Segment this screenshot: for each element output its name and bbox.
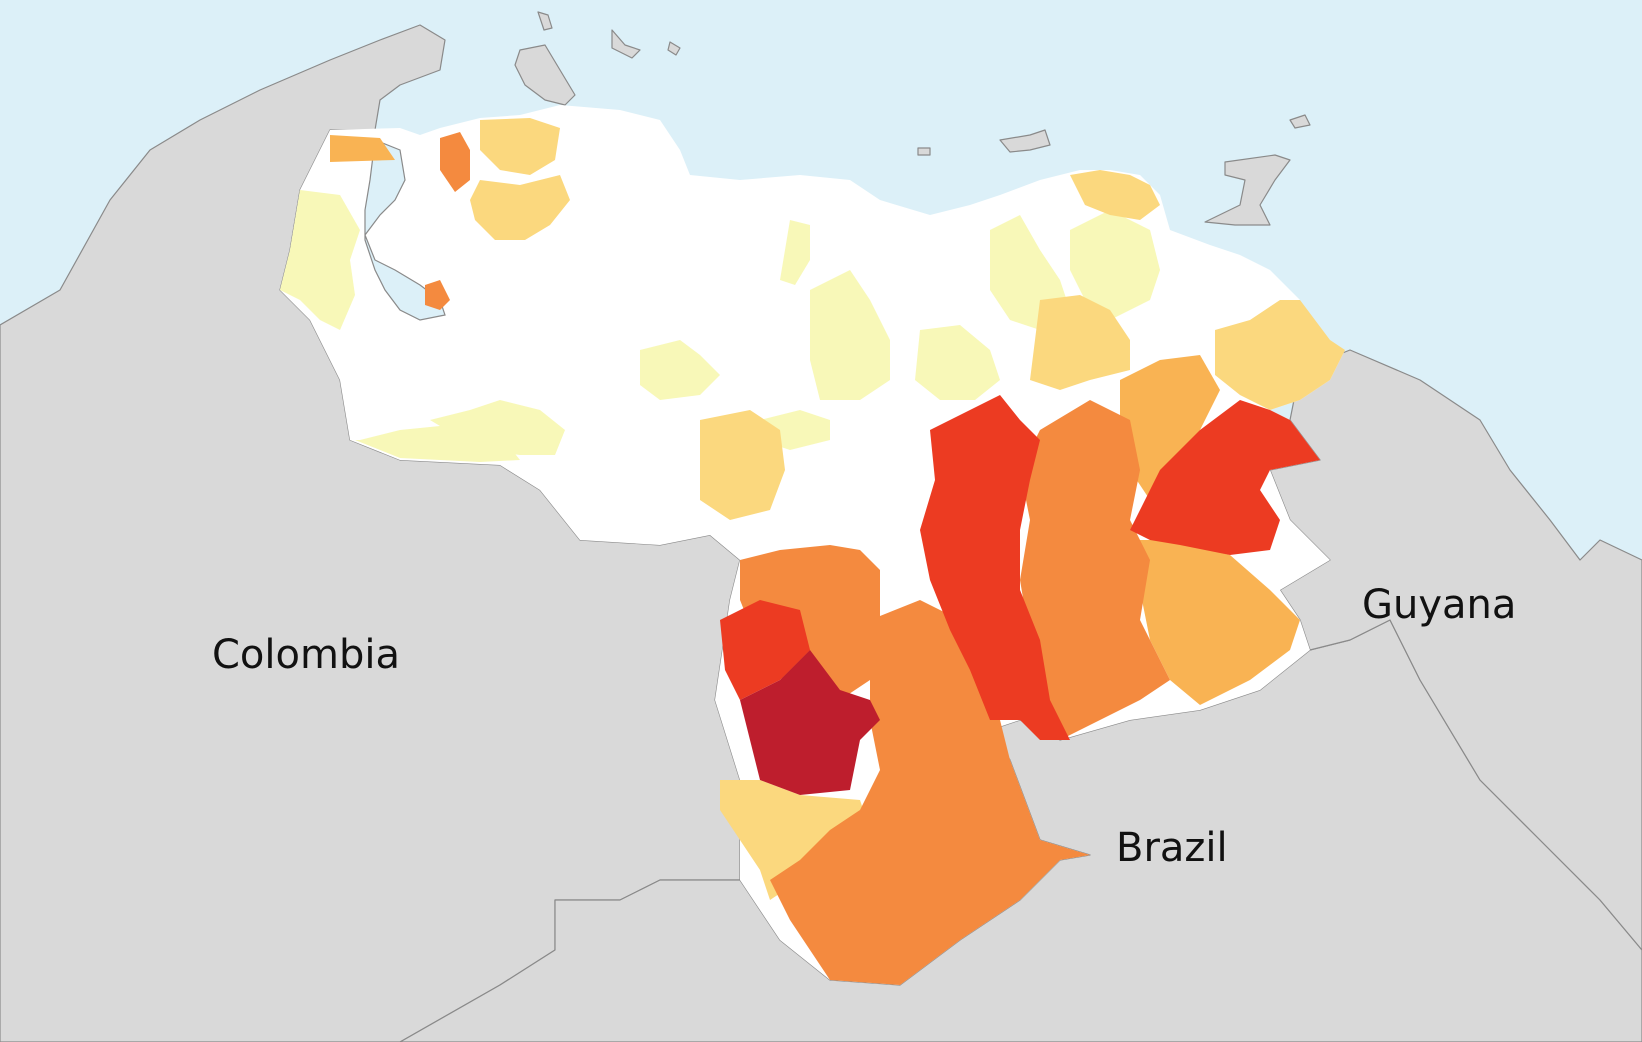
region-bolivar-center bbox=[1020, 400, 1170, 740]
label-brazil: Brazil bbox=[1116, 825, 1228, 871]
region-guarico-west bbox=[810, 270, 890, 400]
islet-2 bbox=[1289, 114, 1311, 129]
region-lara bbox=[640, 340, 720, 400]
region-bolivar-east bbox=[1130, 540, 1300, 705]
trinidad-island bbox=[1204, 154, 1291, 226]
region-amazonas-center bbox=[740, 650, 880, 795]
region-bolivar-west bbox=[920, 395, 1070, 740]
region-guarico-east bbox=[915, 325, 1000, 400]
region-falcon-coast bbox=[440, 132, 470, 192]
label-guyana: Guyana bbox=[1362, 582, 1517, 628]
region-amazonas-southeast bbox=[770, 600, 1090, 985]
region-zulia-north bbox=[280, 190, 360, 330]
region-barinas bbox=[700, 410, 785, 520]
region-tachira bbox=[430, 400, 565, 455]
islet-3 bbox=[667, 41, 681, 56]
region-falcon-east bbox=[470, 175, 570, 240]
region-amazonas-southwest bbox=[720, 780, 870, 900]
aruba-island bbox=[537, 11, 553, 31]
region-delta-north bbox=[1215, 300, 1345, 410]
margarita-island bbox=[999, 129, 1051, 153]
islet-1 bbox=[917, 147, 931, 156]
region-falcon-west bbox=[480, 118, 560, 175]
region-monagas-south bbox=[1120, 355, 1220, 500]
region-amazonas-north bbox=[720, 600, 810, 700]
label-colombia: Colombia bbox=[212, 632, 400, 678]
region-sucre bbox=[1070, 170, 1160, 220]
region-lake-shore bbox=[425, 280, 450, 310]
region-zulia-strip bbox=[330, 135, 395, 162]
region-anzoategui-east bbox=[1070, 210, 1160, 320]
curacao-island bbox=[514, 44, 576, 106]
region-monagas-north bbox=[1030, 295, 1130, 390]
region-cojedes bbox=[780, 220, 810, 285]
region-bolivar-northeast bbox=[1130, 400, 1320, 555]
bonaire-island bbox=[611, 29, 641, 59]
